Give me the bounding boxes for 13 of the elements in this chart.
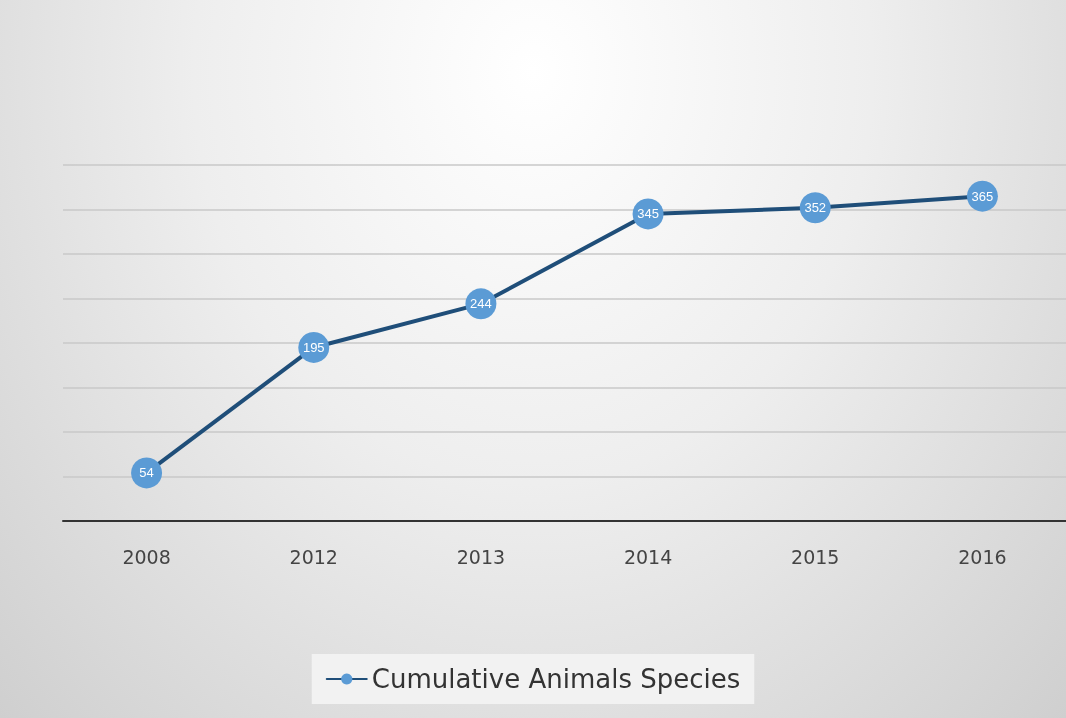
x-tick-label: 2014 <box>623 545 673 568</box>
x-tick-label: 2015 <box>791 545 840 568</box>
x-tick-label: 2012 <box>289 545 338 568</box>
data-label: 195 <box>302 339 325 355</box>
data-label: 244 <box>470 296 492 312</box>
x-tick-label: 2013 <box>456 545 506 568</box>
legend-label: Cumulative Animals Species <box>371 664 741 694</box>
data-label: 365 <box>971 188 994 204</box>
data-label: 352 <box>804 200 827 216</box>
x-tick-label: 2008 <box>122 545 171 568</box>
data-label: 54 <box>139 465 154 481</box>
data-label: 345 <box>637 206 659 222</box>
x-tick-label: 2016 <box>958 545 1007 568</box>
